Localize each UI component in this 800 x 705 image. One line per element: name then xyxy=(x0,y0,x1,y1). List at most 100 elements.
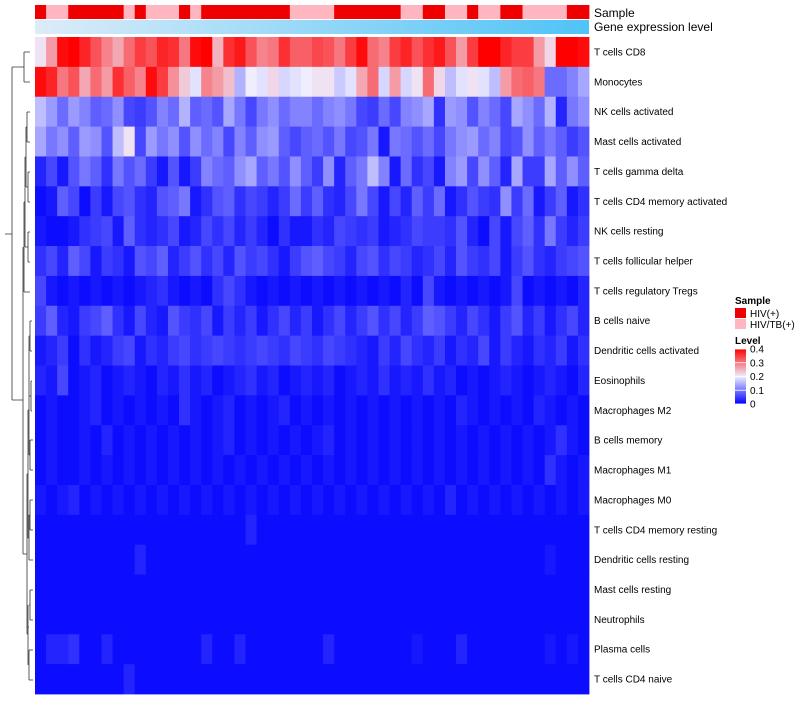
heatmap-cell xyxy=(389,395,402,426)
heatmap-cell xyxy=(378,335,390,366)
heatmap-cell xyxy=(533,514,546,546)
heatmap-cell xyxy=(533,395,546,426)
heatmap-cell xyxy=(123,514,136,546)
heatmap-cell xyxy=(544,37,557,68)
heatmap-cell xyxy=(323,186,335,217)
heatmap-cell xyxy=(478,395,490,426)
heatmap-cell xyxy=(167,395,180,426)
heatmap-cell xyxy=(190,96,202,127)
heatmap-cell xyxy=(422,455,435,486)
heatmap-cell xyxy=(179,574,191,605)
heatmap-cell xyxy=(577,37,590,68)
heatmap-cell xyxy=(511,634,523,665)
heatmap-cell xyxy=(433,514,446,546)
heatmap-cell xyxy=(411,216,424,247)
heatmap-cell xyxy=(456,514,468,546)
heatmap-cell xyxy=(489,574,501,605)
heatmap-cell xyxy=(577,425,590,456)
heatmap-cell xyxy=(57,664,69,695)
heatmap-cell xyxy=(234,425,246,456)
heatmap-cell xyxy=(300,544,313,575)
heatmap-cell xyxy=(522,365,534,396)
heatmap-cell xyxy=(411,335,424,366)
heatmap-cell xyxy=(289,484,302,516)
heatmap-cell xyxy=(112,335,125,366)
sample-annotation-cell xyxy=(90,5,102,19)
heatmap-cell xyxy=(212,305,224,337)
heatmap-cell xyxy=(577,395,590,426)
heatmap-cell xyxy=(356,365,368,396)
heatmap-cell xyxy=(123,186,136,217)
heatmap-cell xyxy=(334,246,346,277)
sample-annotation-cell xyxy=(555,5,568,19)
heatmap-cell xyxy=(411,66,424,98)
heatmap-cell xyxy=(167,425,180,456)
heatmap-cell xyxy=(544,216,557,247)
heatmap-cell xyxy=(212,604,224,635)
heatmap-cell xyxy=(411,275,424,307)
heatmap-cell xyxy=(411,574,424,605)
sample-annotation-cell xyxy=(212,5,224,19)
heatmap-cell xyxy=(156,574,169,605)
heatmap-cell xyxy=(134,126,147,157)
heatmap-cell xyxy=(312,395,324,426)
heatmap-cell xyxy=(289,126,302,157)
heatmap-cell xyxy=(134,246,147,277)
heatmap-cell xyxy=(101,126,113,157)
heatmap-cell xyxy=(356,574,368,605)
heatmap-cell xyxy=(433,186,446,217)
heatmap-cell xyxy=(278,544,291,575)
heatmap-cell xyxy=(577,634,590,665)
heatmap-cell xyxy=(356,395,368,426)
heatmap-cell xyxy=(101,455,113,486)
heatmap-cell xyxy=(433,634,446,665)
heatmap-cell xyxy=(511,455,523,486)
heatmap-cell xyxy=(478,335,490,366)
heatmap-cell xyxy=(267,186,280,217)
heatmap-cell xyxy=(577,484,590,516)
heatmap-cell xyxy=(400,37,413,68)
heatmap-cell xyxy=(511,216,523,247)
heatmap-cell xyxy=(544,574,557,605)
heatmap-cell xyxy=(378,604,390,635)
heatmap-cell xyxy=(123,96,136,127)
heatmap-cell xyxy=(201,156,213,187)
heatmap-cell xyxy=(256,37,269,68)
heatmap-cell xyxy=(245,544,257,575)
heatmap-cell xyxy=(511,574,523,605)
heatmap-cell xyxy=(212,365,224,396)
heatmap-cell xyxy=(57,455,69,486)
heatmap-cell xyxy=(378,544,390,575)
heatmap-cell xyxy=(422,305,435,337)
heatmap-cell xyxy=(289,425,302,456)
heatmap-cell xyxy=(57,365,69,396)
heatmap-cell xyxy=(46,216,58,247)
heatmap-cell xyxy=(134,574,147,605)
heatmap-cell xyxy=(511,126,523,157)
heatmap-cell xyxy=(522,634,534,665)
heatmap-cell xyxy=(345,604,357,635)
sample-annotation-cell xyxy=(522,5,534,19)
heatmap-cell xyxy=(500,455,512,486)
heatmap-cell xyxy=(323,66,335,98)
heatmap-cell xyxy=(223,484,235,516)
heatmap-cell xyxy=(444,37,457,68)
heatmap-cell xyxy=(112,305,125,337)
heatmap-cell xyxy=(90,634,102,665)
heatmap-cell xyxy=(101,216,113,247)
heatmap-cell xyxy=(411,604,424,635)
heatmap-cell xyxy=(489,186,501,217)
heatmap-cell xyxy=(544,455,557,486)
heatmap-cell xyxy=(68,66,80,98)
heatmap-cell xyxy=(278,96,291,127)
heatmap-cell xyxy=(356,514,368,546)
heatmap-cell xyxy=(367,664,379,695)
heatmap-cell xyxy=(444,425,457,456)
heatmap-cell xyxy=(456,37,468,68)
heatmap-cell xyxy=(489,634,501,665)
heatmap-cell xyxy=(300,634,313,665)
heatmap-cell xyxy=(345,544,357,575)
heatmap-cell xyxy=(101,425,113,456)
heatmap-cell xyxy=(167,365,180,396)
heatmap-cell xyxy=(334,455,346,486)
